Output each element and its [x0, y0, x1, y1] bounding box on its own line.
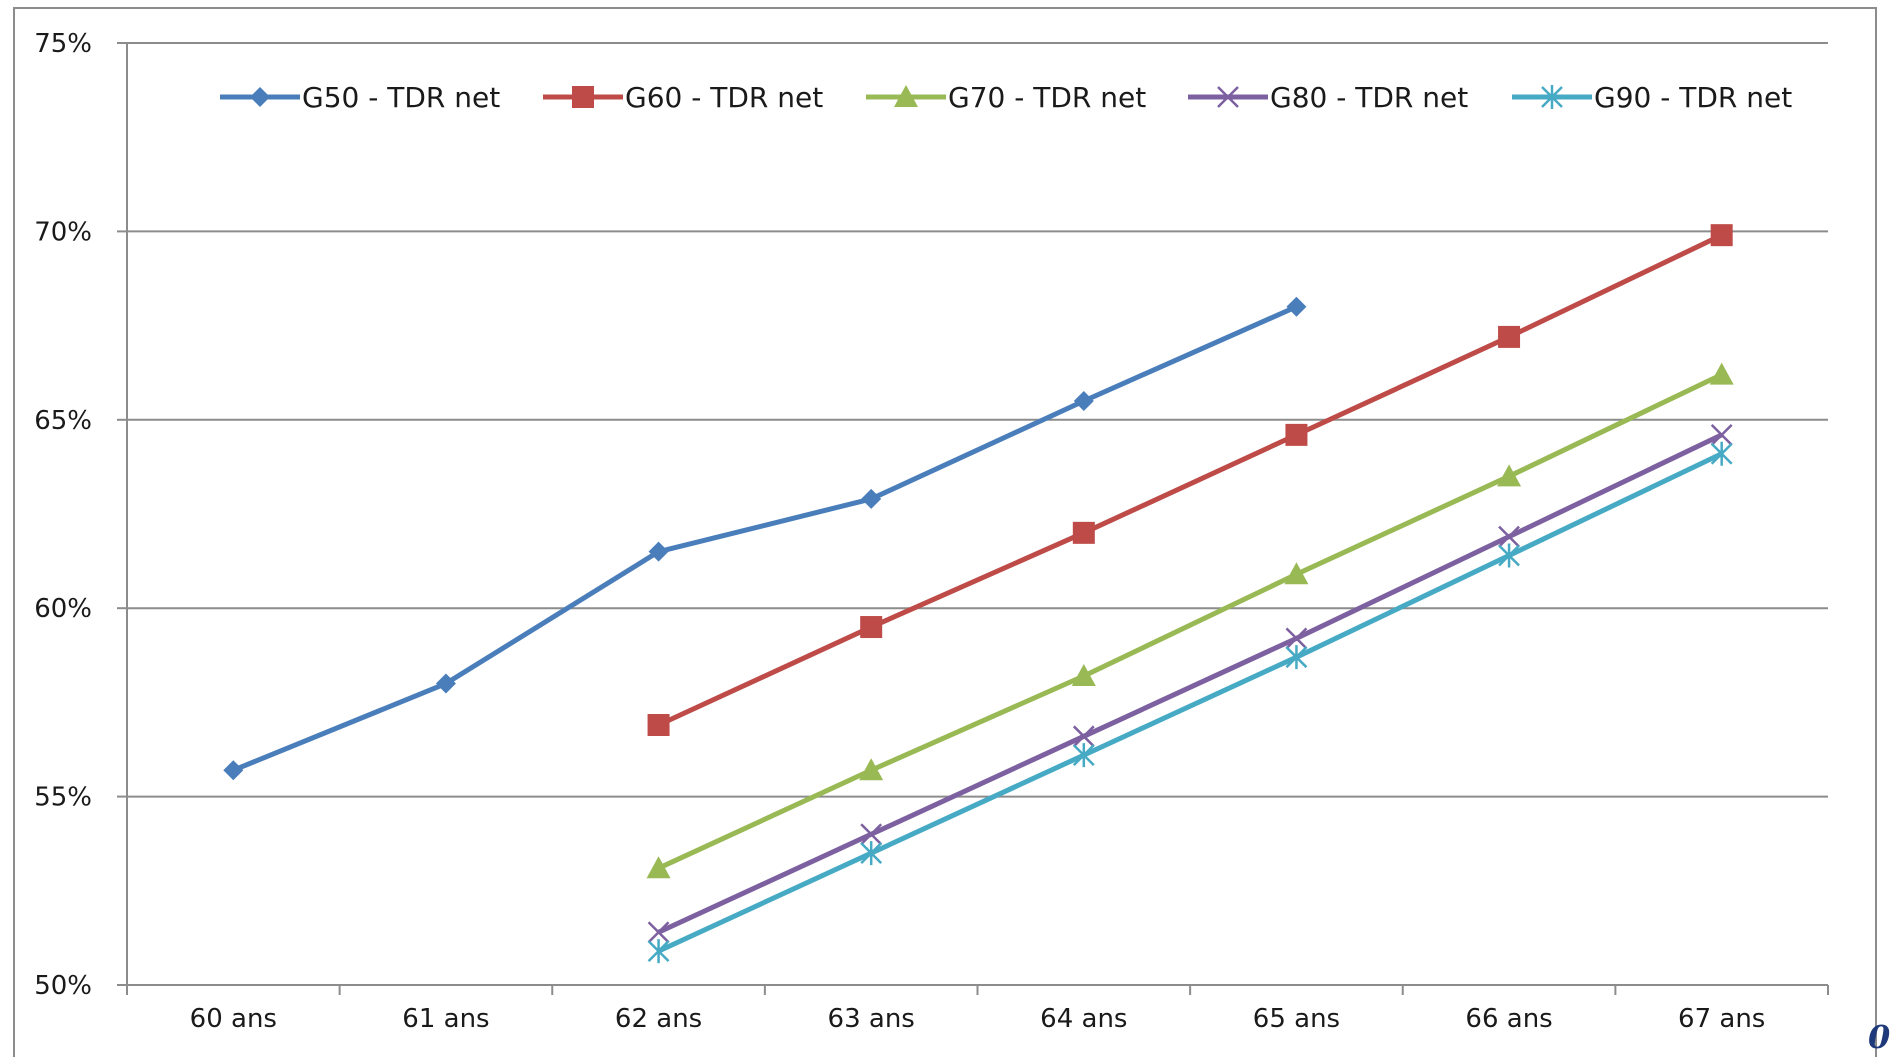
data-point	[223, 760, 244, 781]
data-point	[1072, 521, 1095, 544]
data-point	[647, 714, 670, 737]
data-point	[1541, 85, 1563, 109]
data-point	[1073, 390, 1094, 411]
corner-text: 0	[1868, 1018, 1890, 1056]
data-point	[1710, 441, 1733, 466]
x-tick-label: 62 ans	[615, 1004, 702, 1034]
axes	[126, 43, 1828, 986]
legend-label: G90 - TDR net	[1594, 81, 1792, 114]
y-tick-label: 75%	[34, 29, 92, 59]
legend-item: G50 - TDR net	[220, 81, 500, 114]
x-tick-label: 65 ans	[1253, 1004, 1340, 1034]
data-point	[1286, 296, 1307, 317]
data-point	[1217, 86, 1239, 108]
legend-label: G50 - TDR net	[302, 81, 500, 114]
data-point	[860, 823, 883, 846]
data-point	[1497, 464, 1522, 487]
data-point	[250, 87, 270, 107]
series-1	[223, 296, 1307, 781]
data-point	[1710, 224, 1733, 247]
y-tick-label: 65%	[34, 406, 92, 436]
data-point	[860, 616, 883, 639]
data-point	[1071, 664, 1096, 687]
gridlines	[127, 42, 1828, 986]
legend-item: G70 - TDR net	[866, 81, 1146, 114]
data-point	[894, 85, 918, 107]
y-tick-label: 55%	[34, 783, 92, 813]
data-point	[646, 856, 671, 879]
legend: G50 - TDR net G60 - TDR net G70 - TDR net G…	[220, 81, 1792, 114]
data-point	[1285, 423, 1308, 446]
legend-label: G70 - TDR net	[948, 81, 1146, 114]
series-line	[657, 432, 1723, 935]
x-axis-ticks: 60 ans 61 ans 62 ans 63 ans 64 ans 65 ans 66 a…	[126, 985, 1829, 1034]
data-point	[1285, 627, 1308, 650]
series-5	[647, 441, 1733, 964]
series-line	[657, 372, 1723, 871]
data-point	[1498, 543, 1520, 568]
series-2	[647, 224, 1733, 737]
data-point	[1072, 743, 1095, 768]
y-tick-label: 60%	[34, 594, 92, 624]
y-tick-label: 50%	[34, 971, 92, 1001]
data-point	[647, 921, 670, 944]
series-3	[646, 362, 1734, 879]
x-tick-label: 67 ans	[1678, 1004, 1765, 1034]
data-point	[1285, 645, 1308, 670]
x-tick-label: 61 ans	[402, 1004, 489, 1034]
data-point	[861, 488, 882, 509]
series-line	[657, 451, 1723, 954]
x-tick-label: 60 ans	[190, 1004, 277, 1034]
legend-item: G60 - TDR net	[543, 81, 823, 114]
y-axis-ticks: 50% 55% 60% 65% 70% 75%	[34, 29, 127, 1001]
data-point	[1284, 562, 1309, 585]
data-point	[1498, 525, 1520, 548]
series-line	[232, 304, 1298, 773]
data-point	[1709, 362, 1734, 385]
data-point	[860, 841, 883, 866]
data-point	[572, 86, 594, 108]
data-point	[1710, 423, 1733, 446]
y-tick-label: 70%	[34, 217, 92, 247]
legend-label: G80 - TDR net	[1270, 81, 1468, 114]
series-4	[647, 423, 1733, 944]
data-point	[859, 758, 884, 781]
series-line	[657, 232, 1723, 728]
x-tick-label: 63 ans	[828, 1004, 915, 1034]
x-tick-label: 64 ans	[1040, 1004, 1127, 1034]
data-point	[648, 541, 669, 562]
series-group	[223, 224, 1734, 964]
data-point	[647, 939, 670, 964]
legend-item: G80 - TDR net	[1188, 81, 1468, 114]
legend-label: G60 - TDR net	[625, 81, 823, 114]
data-point	[1498, 325, 1521, 348]
legend-item: G90 - TDR net	[1512, 81, 1792, 114]
chart-border	[13, 7, 1877, 1057]
x-tick-label: 66 ans	[1465, 1004, 1552, 1034]
data-point	[1072, 725, 1095, 748]
data-point	[435, 673, 456, 694]
